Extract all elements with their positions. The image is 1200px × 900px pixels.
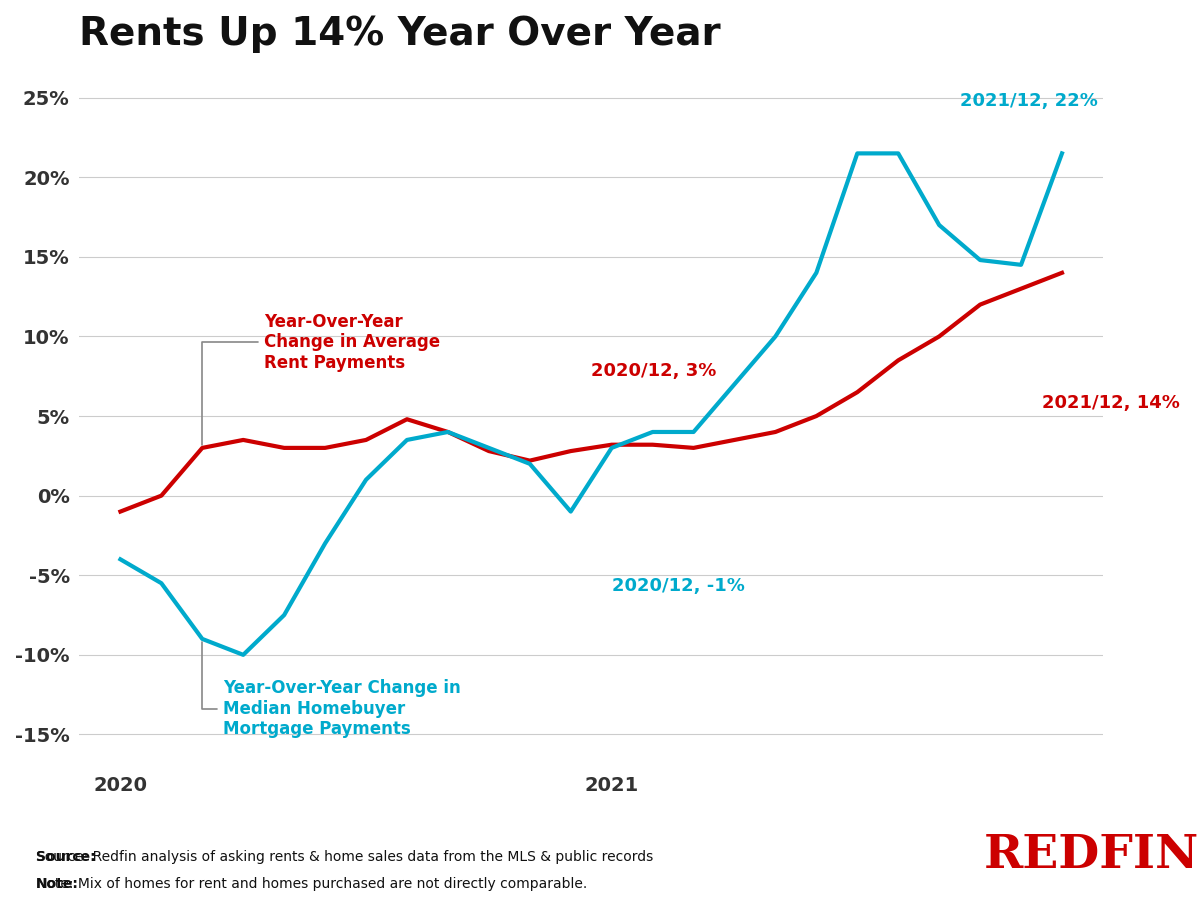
Text: 2021/12, 22%: 2021/12, 22% [960, 92, 1098, 110]
Text: REDFIN: REDFIN [984, 832, 1199, 878]
Text: Source:: Source: [36, 850, 96, 864]
Text: 2020/12, -1%: 2020/12, -1% [612, 577, 744, 595]
Text: Source: Redfin analysis of asking rents & home sales data from the MLS & public : Source: Redfin analysis of asking rents … [36, 850, 653, 864]
Text: 2020/12, 3%: 2020/12, 3% [592, 363, 716, 381]
Text: Year-Over-Year
Change in Average
Rent Payments: Year-Over-Year Change in Average Rent Pa… [203, 312, 440, 446]
Text: Note: Mix of homes for rent and homes purchased are not directly comparable.: Note: Mix of homes for rent and homes pu… [36, 877, 587, 891]
Text: 2021/12, 14%: 2021/12, 14% [1042, 394, 1180, 412]
Text: Rents Up 14% Year Over Year: Rents Up 14% Year Over Year [79, 15, 721, 53]
Text: Note:: Note: [36, 877, 79, 891]
Text: Year-Over-Year Change in
Median Homebuyer
Mortgage Payments: Year-Over-Year Change in Median Homebuye… [203, 642, 461, 738]
